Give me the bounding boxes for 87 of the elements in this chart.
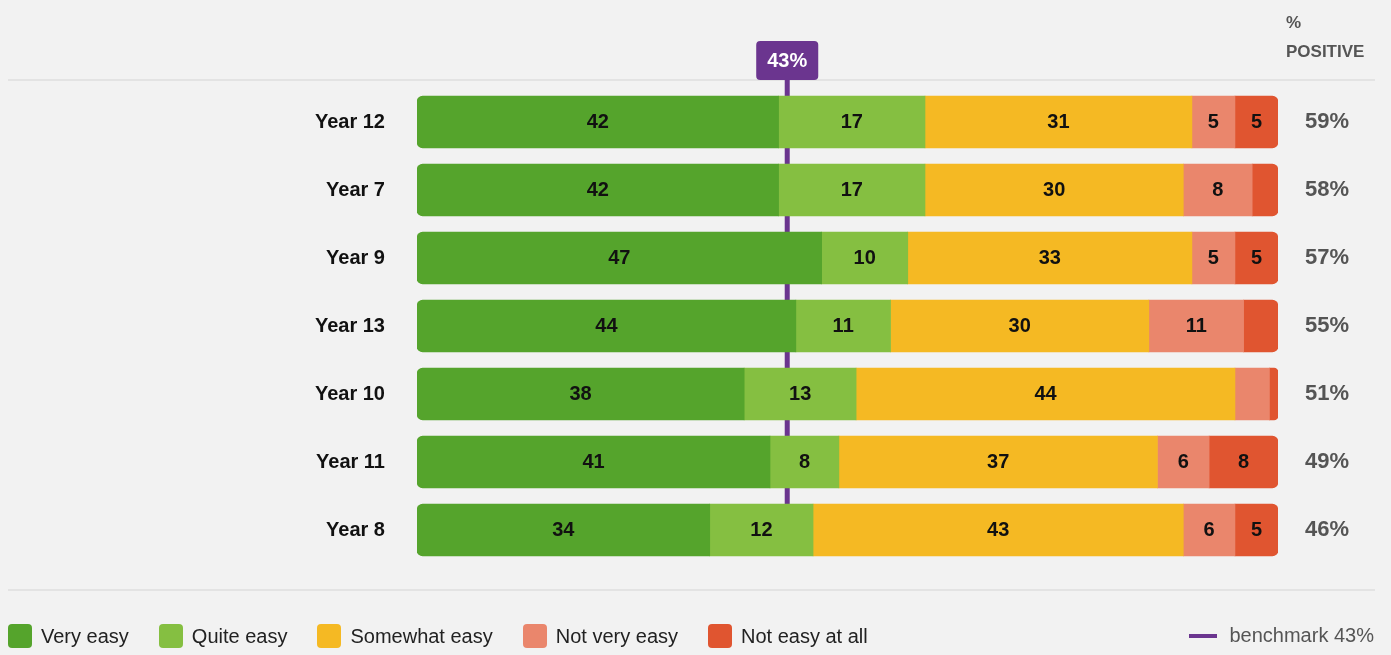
bar xyxy=(1243,299,1278,353)
data-label: 44 xyxy=(595,313,619,336)
text: 58% xyxy=(1304,176,1350,202)
y-tick-label: Year 9 xyxy=(326,245,385,268)
data-label: 5 xyxy=(1250,517,1263,540)
bar xyxy=(417,367,745,421)
legend-label: Not easy at all xyxy=(741,624,868,648)
bar xyxy=(821,231,909,285)
bar xyxy=(812,503,1184,557)
data-label: 5 xyxy=(1207,245,1219,268)
bar xyxy=(795,299,891,353)
data-label: 8 xyxy=(1238,449,1250,472)
bar xyxy=(769,435,840,489)
legend-label: Not very easy xyxy=(555,624,678,648)
bar xyxy=(838,435,1158,489)
ref-line-label: 43% xyxy=(767,48,808,71)
bar xyxy=(743,367,857,421)
data-label: 31 xyxy=(1047,109,1070,132)
bar xyxy=(1191,95,1236,149)
data-label: 42 xyxy=(586,109,609,132)
bar xyxy=(1191,231,1236,285)
bar xyxy=(1234,503,1278,557)
data-label: 38 xyxy=(569,381,592,404)
bar xyxy=(417,231,822,285)
data-label: 6 xyxy=(1177,449,1189,472)
text: % POSITIVE xyxy=(1286,12,1365,63)
data-label: 8 xyxy=(798,449,811,472)
y-tick-label: Year 7 xyxy=(326,177,385,200)
data-label: 37 xyxy=(987,449,1010,472)
data-label: 47 xyxy=(608,245,631,268)
bar xyxy=(778,163,926,217)
bar xyxy=(417,95,779,149)
bar xyxy=(924,163,1184,217)
bar xyxy=(417,163,779,217)
bar xyxy=(924,95,1193,149)
text: 49% xyxy=(1304,448,1350,474)
data-label: 17 xyxy=(840,109,863,132)
data-label: 43 xyxy=(987,517,1010,540)
bar xyxy=(417,503,711,557)
bar xyxy=(1234,95,1278,149)
bar xyxy=(890,299,1150,353)
bar xyxy=(907,231,1193,285)
legend-label: Very easy xyxy=(41,624,129,648)
data-label: 10 xyxy=(853,245,876,268)
legend-label: Somewhat easy xyxy=(350,624,493,648)
data-label: 11 xyxy=(832,313,854,336)
bar xyxy=(1182,163,1253,217)
data-label: 11 xyxy=(1185,313,1207,336)
bar xyxy=(1234,367,1270,421)
bar xyxy=(1148,299,1244,353)
text: benchmark 43% xyxy=(1229,624,1374,647)
data-label: 30 xyxy=(1008,313,1031,336)
text: 46% xyxy=(1304,516,1350,542)
bar xyxy=(417,299,797,353)
y-tick-label: Year 10 xyxy=(314,381,385,404)
bar xyxy=(778,95,926,149)
bar xyxy=(1182,503,1236,557)
bar xyxy=(855,367,1236,421)
y-tick-label: Year 13 xyxy=(314,313,385,336)
data-label: 41 xyxy=(582,449,605,472)
data-label: 17 xyxy=(840,177,863,200)
data-label: 8 xyxy=(1212,177,1224,200)
bar xyxy=(709,503,814,557)
data-label: 6 xyxy=(1203,517,1215,540)
data-label: 33 xyxy=(1038,245,1061,268)
text: 57% xyxy=(1304,244,1350,270)
legend-label: Quite easy xyxy=(191,624,288,648)
text: 51% xyxy=(1304,380,1350,406)
bar xyxy=(1234,231,1278,285)
data-label: 34 xyxy=(552,517,576,540)
y-tick-label: Year 8 xyxy=(326,517,385,540)
data-label: 30 xyxy=(1043,177,1066,200)
data-label: 12 xyxy=(750,517,773,540)
y-tick-label: Year 11 xyxy=(316,449,385,472)
data-label: 42 xyxy=(586,177,609,200)
text: 59% xyxy=(1304,108,1350,134)
data-label: 5 xyxy=(1250,245,1263,268)
data-label: 44 xyxy=(1034,381,1058,404)
bar xyxy=(1251,163,1278,217)
data-label: 5 xyxy=(1207,109,1219,132)
data-label: 13 xyxy=(789,381,812,404)
data-label: 5 xyxy=(1250,109,1263,132)
bar xyxy=(1208,435,1278,489)
text: 55% xyxy=(1304,312,1350,338)
y-tick-label: Year 12 xyxy=(314,109,385,132)
bar xyxy=(417,435,771,489)
bar xyxy=(1157,435,1210,489)
